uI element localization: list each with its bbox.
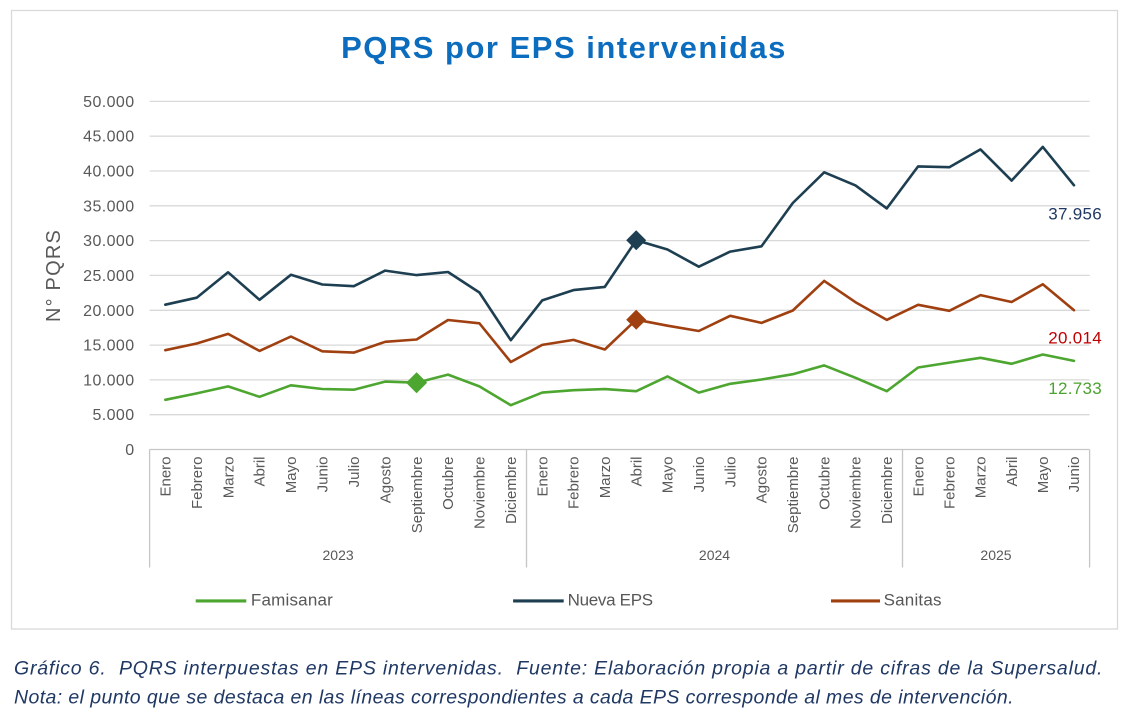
svg-text:2023: 2023 [323,547,354,563]
svg-text:Enero: Enero [158,457,175,497]
svg-text:37.956: 37.956 [1048,205,1102,224]
svg-text:Sanitas: Sanitas [884,591,942,610]
svg-text:Febrero: Febrero [942,457,959,510]
svg-text:Enero: Enero [910,457,927,497]
svg-text:40.000: 40.000 [83,164,134,181]
svg-text:Octubre: Octubre [440,457,457,510]
svg-text:Octubre: Octubre [816,457,833,510]
svg-text:N° PQRS: N° PQRS [43,229,65,322]
svg-text:Julio: Julio [722,457,739,488]
svg-text:Marzo: Marzo [597,457,614,499]
svg-text:Abril: Abril [252,457,269,487]
svg-text:20.000: 20.000 [83,303,134,320]
svg-text:Mayo: Mayo [660,457,677,494]
svg-text:Enero: Enero [534,457,551,497]
svg-text:Agosto: Agosto [377,457,394,504]
svg-text:Septiembre: Septiembre [785,457,802,534]
svg-text:35.000: 35.000 [83,198,134,215]
svg-text:Marzo: Marzo [220,457,237,499]
svg-text:Febrero: Febrero [189,457,206,510]
svg-text:45.000: 45.000 [83,129,134,146]
svg-text:Diciembre: Diciembre [879,457,896,525]
svg-text:Julio: Julio [346,457,363,488]
svg-text:30.000: 30.000 [83,233,134,250]
svg-text:Junio: Junio [1066,457,1083,493]
svg-text:Febrero: Febrero [566,457,583,510]
svg-text:2024: 2024 [699,547,730,563]
svg-text:20.014: 20.014 [1048,329,1102,348]
svg-text:0: 0 [125,442,134,459]
svg-text:Nueva EPS: Nueva EPS [568,591,653,610]
svg-text:Mayo: Mayo [1035,457,1052,494]
svg-text:Mayo: Mayo [283,457,300,494]
svg-text:Junio: Junio [315,457,332,493]
svg-text:Nota: el punto que se destaca: Nota: el punto que se destaca en las lín… [14,687,1014,709]
svg-text:10.000: 10.000 [83,372,134,389]
svg-text:25.000: 25.000 [83,268,134,285]
svg-text:Famisanar: Famisanar [251,591,333,610]
svg-text:Septiembre: Septiembre [409,457,426,534]
svg-text:5.000: 5.000 [92,407,134,424]
svg-text:Diciembre: Diciembre [503,457,520,525]
svg-text:Noviembre: Noviembre [848,457,865,530]
svg-text:PQRS por EPS intervenidas: PQRS por EPS intervenidas [341,30,787,65]
svg-text:Marzo: Marzo [973,456,990,498]
svg-text:Junio: Junio [691,457,708,493]
svg-text:15.000: 15.000 [83,338,134,355]
svg-text:Noviembre: Noviembre [472,456,489,529]
svg-text:2025: 2025 [980,547,1011,563]
svg-text:Abril: Abril [628,457,645,487]
svg-text:Agosto: Agosto [754,457,771,504]
svg-text:50.000: 50.000 [83,94,134,111]
svg-text:Gráfico 6. PQRS interpuestas: Gráfico 6. PQRS interpuestas en EPS inte… [14,658,1103,680]
svg-text:12.733: 12.733 [1048,379,1102,398]
svg-text:Abril: Abril [1004,457,1021,487]
